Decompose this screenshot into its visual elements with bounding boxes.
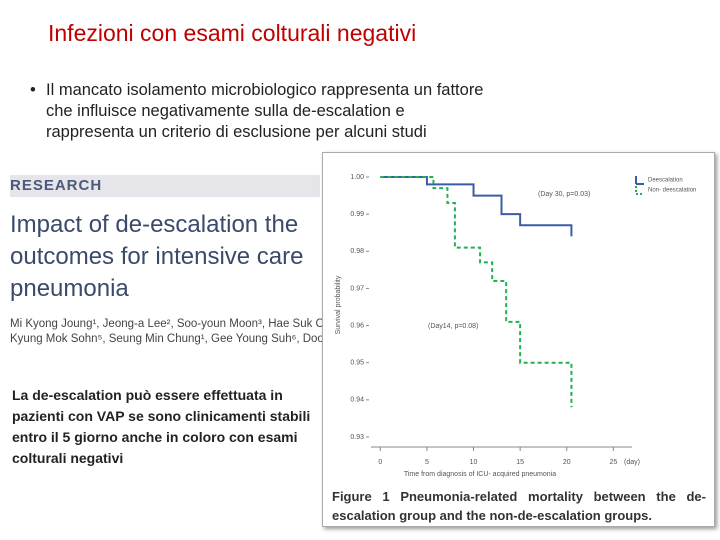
slide-title: Infezioni con esami colturali negativi xyxy=(48,20,417,46)
article-title: Impact of de-escalation the xyxy=(10,211,299,238)
article-authors: Kyung Mok Sohn⁵, Seung Min Chung¹, Gee Y… xyxy=(10,333,325,345)
x-tick-label: 15 xyxy=(516,459,524,466)
x-tick-label: 25 xyxy=(609,459,617,466)
bullet-text: Il mancato isolamento microbiologico rap… xyxy=(30,80,496,143)
annotation: (Day 30, p=0.03) xyxy=(538,191,590,198)
legend-label: Non- deescalation xyxy=(648,188,696,194)
y-tick-label: 0.95 xyxy=(350,360,364,367)
annotation: (Day14, p=0.08) xyxy=(428,323,478,330)
article-title: outcomes for intensive care xyxy=(10,243,304,270)
y-tick-label: 0.98 xyxy=(350,248,364,255)
note-text: La de-escalation può essere effettuata i… xyxy=(12,387,311,466)
x-axis-label: Time from diagnosis of ICU- acquired pne… xyxy=(404,471,556,478)
article-authors: Mi Kyong Joung¹, Jeong-a Lee², Soo-youn … xyxy=(10,318,325,330)
article-section: RESEARCH xyxy=(10,175,320,197)
article-snippet: RESEARCH Impact of de-escalation the out… xyxy=(5,175,325,355)
article-title: pneumonia xyxy=(10,275,129,302)
y-tick-label: 0.93 xyxy=(350,434,364,441)
chart: Survival probability Time from diagnosis… xyxy=(335,174,697,478)
x-tick-label: 10 xyxy=(470,459,478,466)
y-tick-label: 0.96 xyxy=(350,322,364,329)
y-tick-label: 0.94 xyxy=(350,397,364,404)
x-tick-label: 5 xyxy=(425,459,429,466)
x-tick-label: 0 xyxy=(378,459,382,466)
y-tick-label: 0.99 xyxy=(350,211,364,218)
y-tick-label: 0.97 xyxy=(350,285,364,292)
legend-label: Deescalation xyxy=(648,178,683,184)
x-tick-label: 20 xyxy=(563,459,571,466)
survival-curve xyxy=(380,176,573,237)
y-tick-label: 1.00 xyxy=(350,174,364,181)
figure-caption: Figure 1 Pneumonia-related mortality bet… xyxy=(332,489,706,523)
y-axis-label: Survival probability xyxy=(335,275,342,334)
survival-curve xyxy=(380,176,573,408)
x-axis-unit: (day) xyxy=(624,459,640,466)
